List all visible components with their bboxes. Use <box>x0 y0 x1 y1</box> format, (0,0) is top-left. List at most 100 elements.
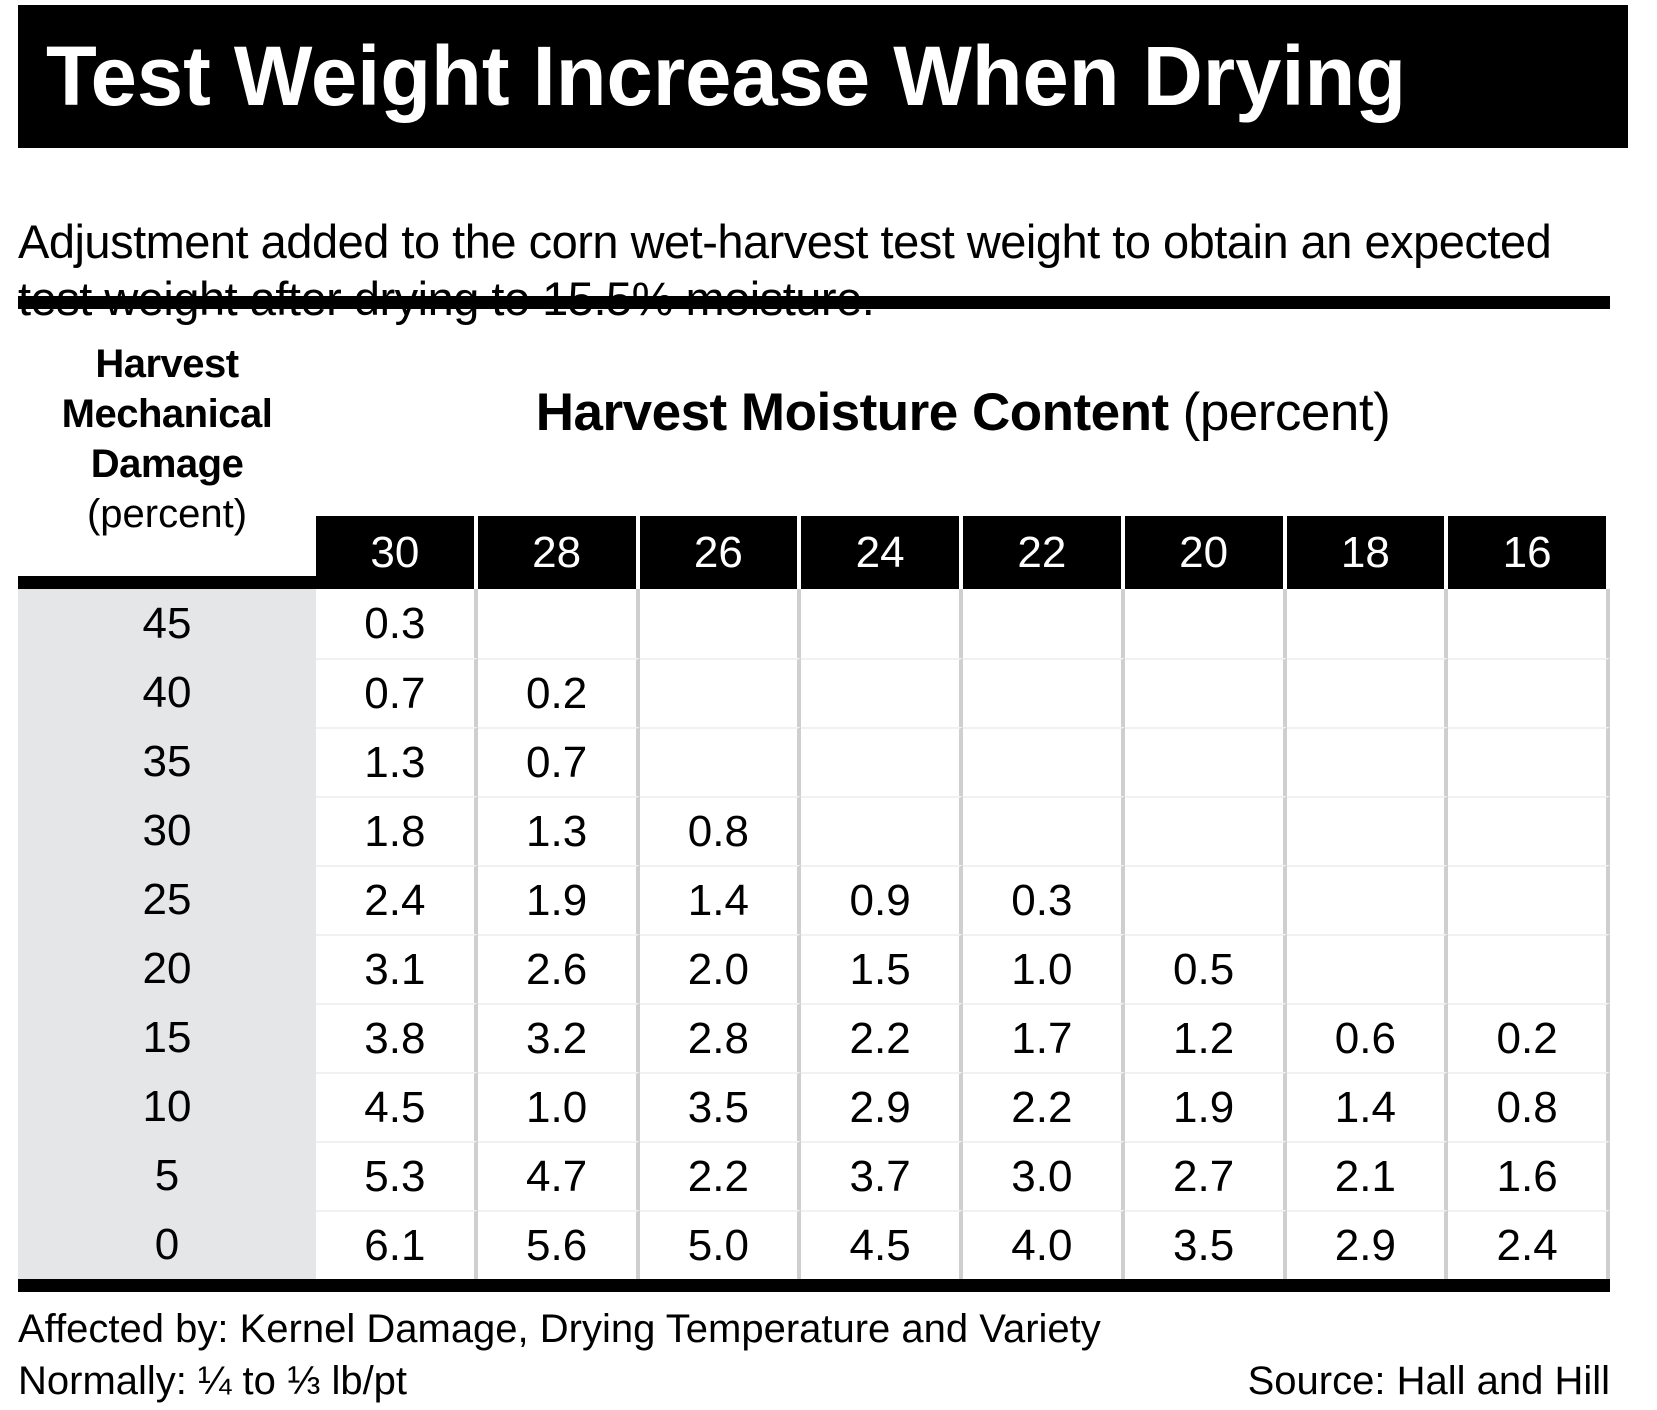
value-cell <box>1286 796 1449 865</box>
table-header: Harvest Mechanical Damage (percent) Harv… <box>18 309 1610 589</box>
value-cell: 3.5 <box>1124 1210 1287 1279</box>
value-cell: 0.3 <box>963 865 1125 934</box>
value-cell: 2.4 <box>1448 1210 1610 1279</box>
value-cell <box>1286 589 1449 658</box>
value-cell: 0.8 <box>639 796 802 865</box>
value-cell: 3.5 <box>639 1072 802 1141</box>
value-cell: 3.7 <box>801 1141 963 1210</box>
column-group-label: Harvest Moisture Content <box>535 383 1169 442</box>
row-header-unit: (percent) <box>86 492 248 536</box>
value-cell: 2.4 <box>316 865 478 934</box>
value-cell <box>639 589 802 658</box>
value-cell: 1.9 <box>1124 1072 1287 1141</box>
value-cell: 1.7 <box>963 1003 1125 1072</box>
value-cell <box>1448 658 1610 727</box>
moisture-col-28: 28 <box>477 516 640 589</box>
damage-cell: 0 <box>18 1210 316 1279</box>
value-cell: 0.9 <box>801 865 963 934</box>
moisture-col-18: 18 <box>1286 516 1449 589</box>
value-cell: 1.5 <box>801 934 963 1003</box>
value-cell: 5.6 <box>477 1210 640 1279</box>
value-cell <box>1124 865 1287 934</box>
value-cell: 4.7 <box>477 1141 640 1210</box>
bottom-rule <box>18 1279 1610 1292</box>
value-cell <box>1124 589 1287 658</box>
value-cell: 6.1 <box>316 1210 478 1279</box>
value-cell <box>1124 796 1287 865</box>
normally-note: Normally: ¼ to ⅓ lb/pt <box>18 1359 408 1403</box>
value-cell: 1.2 <box>1124 1003 1287 1072</box>
damage-cell: 15 <box>18 1003 316 1072</box>
value-cell <box>1448 727 1610 796</box>
value-cell <box>477 589 640 658</box>
moisture-col-24: 24 <box>801 516 963 589</box>
value-cell: 3.8 <box>316 1003 478 1072</box>
column-group-unit: (percent) <box>1182 383 1391 442</box>
top-rule <box>18 296 1610 309</box>
value-cell <box>801 796 963 865</box>
value-cell: 2.9 <box>1286 1210 1449 1279</box>
value-cell <box>1286 658 1449 727</box>
value-cell: 2.9 <box>801 1072 963 1141</box>
damage-cell: 45 <box>18 589 316 658</box>
value-cell: 2.2 <box>963 1072 1125 1141</box>
value-cell: 0.8 <box>1448 1072 1610 1141</box>
value-cell <box>963 727 1125 796</box>
value-cell: 1.6 <box>1448 1141 1610 1210</box>
value-cell: 0.7 <box>477 727 640 796</box>
value-cell: 0.7 <box>316 658 478 727</box>
value-cell <box>801 658 963 727</box>
column-group-header: Harvest Moisture Content (percent) <box>316 309 1610 516</box>
value-cell: 1.0 <box>963 934 1125 1003</box>
footer: Affected by: Kernel Damage, Drying Tempe… <box>18 1305 1610 1405</box>
row-header-line: Damage <box>90 442 244 486</box>
value-cell: 0.6 <box>1286 1003 1449 1072</box>
value-cell <box>1124 658 1287 727</box>
value-cell <box>1448 796 1610 865</box>
value-cell <box>1124 727 1287 796</box>
value-cell <box>639 658 802 727</box>
value-cell <box>963 796 1125 865</box>
value-cell: 4.5 <box>316 1072 478 1141</box>
value-cell: 1.4 <box>1286 1072 1449 1141</box>
value-cell <box>963 589 1125 658</box>
value-cell: 1.4 <box>639 865 802 934</box>
value-cell: 3.2 <box>477 1003 640 1072</box>
value-cell: 4.0 <box>963 1210 1125 1279</box>
value-cell <box>801 727 963 796</box>
source-note: Source: Hall and Hill <box>1247 1359 1610 1403</box>
damage-cell: 5 <box>18 1141 316 1210</box>
value-cell <box>1448 865 1610 934</box>
row-header-line: Mechanical <box>61 392 273 436</box>
page-title: Test Weight Increase When Drying <box>46 29 1407 123</box>
damage-cell: 25 <box>18 865 316 934</box>
value-cell: 1.0 <box>477 1072 640 1141</box>
value-cell: 1.9 <box>477 865 640 934</box>
moisture-col-26: 26 <box>639 516 802 589</box>
value-cell <box>1286 727 1449 796</box>
value-cell: 0.3 <box>316 589 478 658</box>
damage-cell: 40 <box>18 658 316 727</box>
value-cell: 3.1 <box>316 934 478 1003</box>
value-cell: 2.6 <box>477 934 640 1003</box>
value-cell: 2.1 <box>1286 1141 1449 1210</box>
value-cell: 2.7 <box>1124 1141 1287 1210</box>
damage-cell: 20 <box>18 934 316 1003</box>
value-cell: 0.2 <box>477 658 640 727</box>
title-banner: Test Weight Increase When Drying <box>18 5 1628 148</box>
value-cell <box>639 727 802 796</box>
value-cell <box>1286 934 1449 1003</box>
value-cell: 5.3 <box>316 1141 478 1210</box>
row-header-line: Harvest <box>95 342 239 386</box>
value-cell: 1.3 <box>477 796 640 865</box>
value-cell: 0.2 <box>1448 1003 1610 1072</box>
value-cell: 5.0 <box>639 1210 802 1279</box>
value-cell: 1.3 <box>316 727 478 796</box>
moisture-col-22: 22 <box>963 516 1125 589</box>
value-cell <box>1448 934 1610 1003</box>
value-cell: 2.2 <box>801 1003 963 1072</box>
value-cell <box>1286 865 1449 934</box>
moisture-col-30: 30 <box>316 516 478 589</box>
value-cell: 3.0 <box>963 1141 1125 1210</box>
affected-by-note: Affected by: Kernel Damage, Drying Tempe… <box>18 1307 1101 1351</box>
